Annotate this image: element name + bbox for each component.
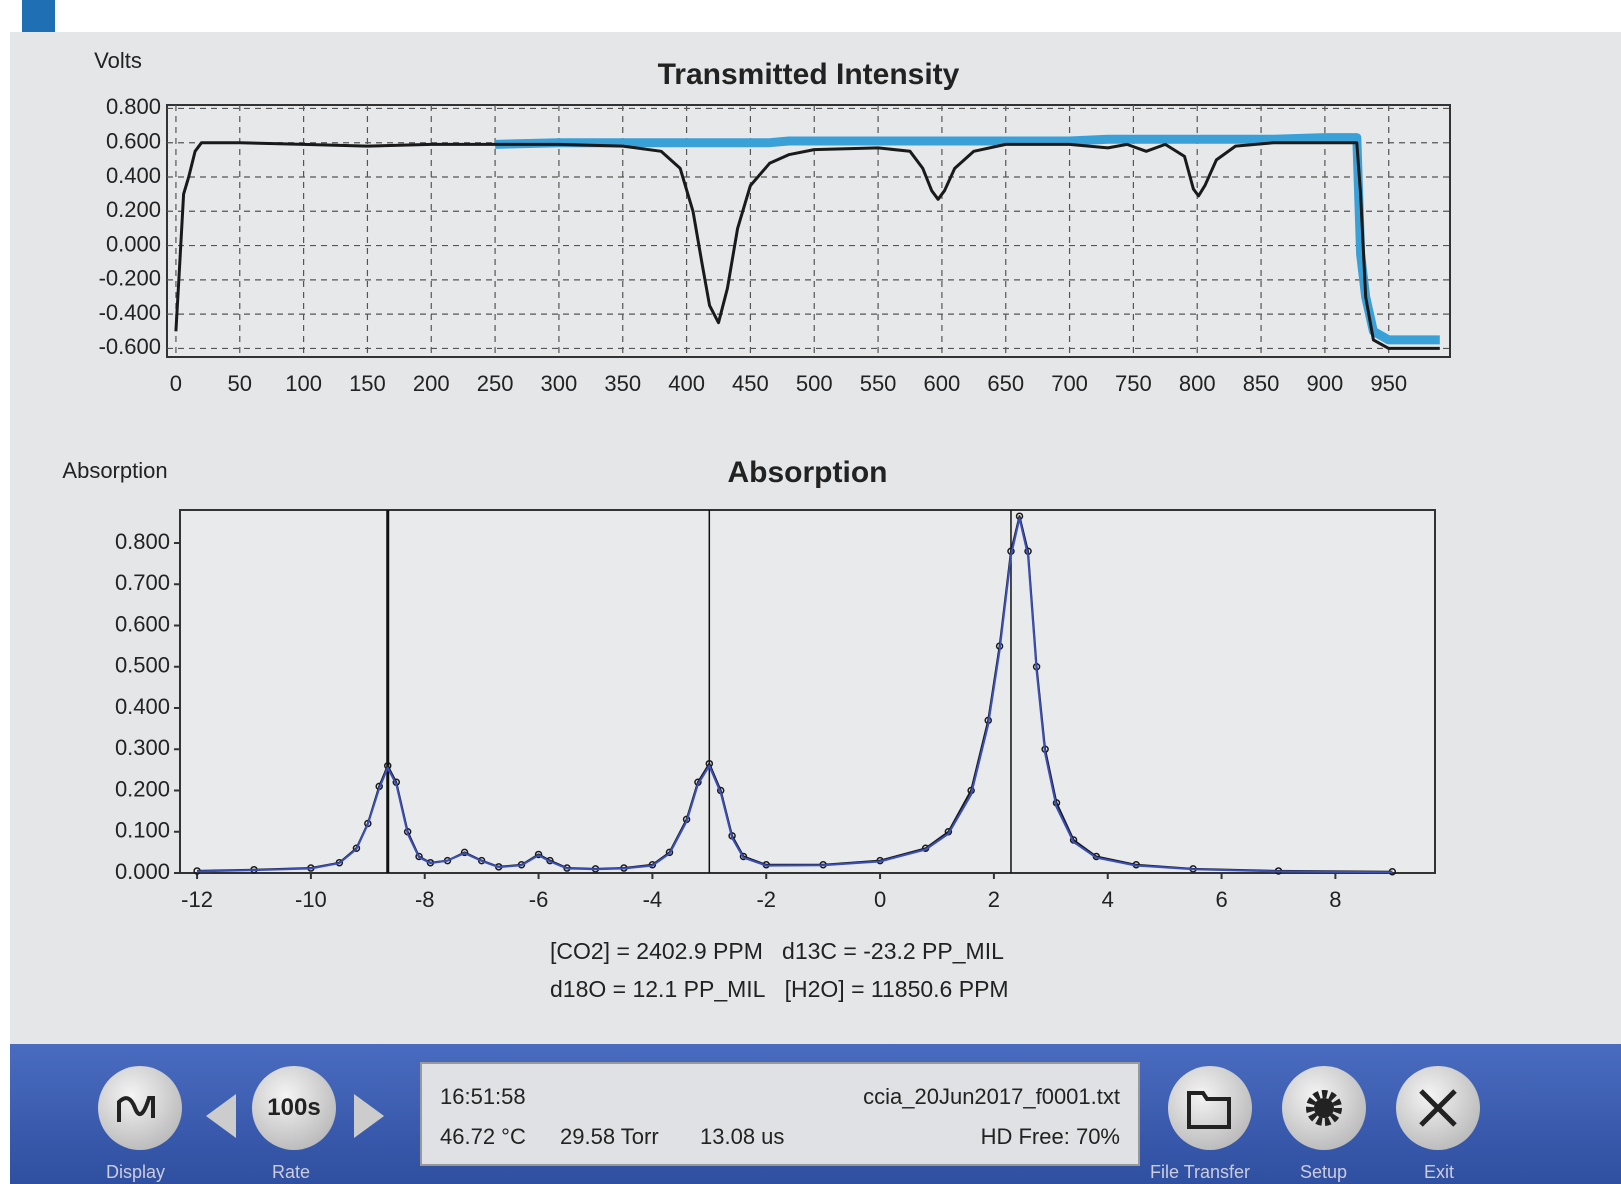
x-tick-label: 300 (541, 371, 578, 396)
display-icon (117, 1096, 155, 1122)
readout-line: [CO2] = 2402.9 PPM d13C = -23.2 PP_MIL (550, 932, 1009, 970)
rate-value: 100s (267, 1094, 321, 1121)
data-point (352, 844, 361, 852)
button-label: Setup (1300, 1162, 1348, 1182)
plot-area (179, 509, 1436, 874)
x-tick-label: 250 (477, 371, 514, 396)
x-tick-label: 450 (732, 371, 769, 396)
x-tick-label: 0 (170, 371, 182, 396)
x-tick-label: -10 (295, 887, 327, 912)
y-tick-label: 0.300 (115, 735, 170, 760)
rate-prev[interactable] (206, 1094, 236, 1138)
x-tick-label: 50 (228, 371, 252, 396)
x-tick-label: 600 (924, 371, 961, 396)
readout: [CO2] = 2402.9 PPM d13C = -23.2 PP_MIL d… (550, 932, 1009, 1008)
y-tick-label: 0.500 (115, 653, 170, 678)
readout-value: d13C = -23.2 PP_MIL (782, 938, 1004, 964)
x-tick-label: 2 (988, 887, 1000, 912)
y-tick-label: 0.400 (106, 163, 161, 188)
status-time: 16:51:58 (440, 1084, 526, 1109)
data-point (460, 848, 469, 857)
series-line (197, 517, 1393, 874)
exit-button[interactable] (1396, 1066, 1480, 1150)
data-point (739, 852, 748, 861)
y-tick-label: -0.600 (99, 334, 161, 359)
status-pressure: 29.58 Torr (560, 1124, 659, 1149)
y-tick-label: -0.200 (99, 266, 161, 291)
x-tick-label: 8 (1329, 887, 1341, 912)
status-panel: 16:51:58 ccia_20Jun2017_f0001.txt 46.72 … (420, 1062, 1140, 1166)
status-disk: HD Free: 70% (980, 1124, 1120, 1149)
readout-value: [H2O] = 11850.6 PPM (784, 976, 1009, 1002)
x-tick-label: 550 (860, 371, 897, 396)
y-tick-label: 0.400 (115, 694, 170, 719)
x-tick-label: 900 (1307, 371, 1344, 396)
y-tick-label: 0.200 (115, 776, 170, 801)
display-button[interactable] (98, 1066, 182, 1150)
x-tick-label: 100 (285, 371, 322, 396)
series-line (174, 141, 1440, 350)
button-label: File Transfer (1150, 1162, 1251, 1182)
x-tick-label: -8 (415, 887, 435, 912)
readout-line: d18O = 12.1 PP_MIL [H2O] = 11850.6 PPM (550, 970, 1009, 1008)
chart-title: Absorption (728, 456, 888, 489)
x-tick-label: 4 (1102, 887, 1114, 912)
button-label: Display (106, 1162, 166, 1182)
x-tick-label: 150 (349, 371, 386, 396)
x-tick-label: 200 (413, 371, 450, 396)
x-tick-label: -4 (643, 887, 663, 912)
x-tick-label: 6 (1215, 887, 1227, 912)
y-axis-label: Volts (94, 48, 142, 73)
folder-icon (1187, 1091, 1231, 1129)
status-temperature: 46.72 °C (440, 1124, 526, 1149)
readout-value: d18O = 12.1 PP_MIL (550, 976, 766, 1002)
x-tick-label: 400 (668, 371, 705, 396)
button-label: Rate (272, 1162, 311, 1182)
x-tick-label: 500 (796, 371, 833, 396)
y-tick-label: 0.200 (106, 197, 161, 222)
y-tick-label: -0.400 (99, 300, 161, 325)
x-tick-label: -6 (529, 887, 549, 912)
y-axis-label: Absorption (62, 458, 167, 483)
data-point (665, 848, 674, 857)
data-point (648, 861, 657, 869)
y-tick-label: 0.800 (115, 529, 170, 554)
file-transfer-button[interactable] (1168, 1066, 1252, 1150)
x-tick-label: -12 (181, 887, 213, 912)
x-tick-label: 700 (1051, 371, 1088, 396)
y-tick-label: 0.700 (115, 570, 170, 595)
gear-icon (1306, 1090, 1342, 1126)
chart-title: Transmitted Intensity (658, 58, 960, 91)
status-file: ccia_20Jun2017_f0001.txt (863, 1084, 1120, 1109)
rate-button[interactable]: 100s (252, 1066, 336, 1150)
y-tick-label: 0.000 (106, 231, 161, 256)
y-tick-label: 0.600 (106, 129, 161, 154)
x-tick-label: 950 (1370, 371, 1407, 396)
rate-next[interactable] (354, 1094, 384, 1138)
x-tick-label: 750 (1115, 371, 1152, 396)
series-line (494, 133, 1440, 345)
charts: Transmitted Intensity Volts -0.600 -0.400 -0… (62, 48, 1451, 912)
x-tick-label: 800 (1179, 371, 1216, 396)
x-tick-label: 0 (874, 887, 886, 912)
screen: Transmitted Intensity Volts -0.600 -0.400 -0… (10, 32, 1621, 1184)
x-tick-label: -2 (756, 887, 776, 912)
x-tick-label: 650 (987, 371, 1024, 396)
y-tick-label: 0.100 (115, 818, 170, 843)
y-tick-label: 0.000 (115, 859, 170, 884)
blue-tab (22, 0, 55, 32)
readout-value: [CO2] = 2402.9 PPM (550, 938, 763, 964)
x-tick-label: 850 (1243, 371, 1280, 396)
status-ringdown: 13.08 us (700, 1124, 785, 1149)
y-tick-label: 0.800 (106, 94, 161, 119)
data-point (415, 852, 423, 861)
exit-icon (1419, 1089, 1457, 1127)
x-tick-label: 350 (604, 371, 641, 396)
toolbar: 100s 16:51:58 ccia_20Jun2017_f0001.txt 4… (10, 1044, 1621, 1184)
button-label: Exit (1424, 1162, 1455, 1182)
setup-button[interactable] (1282, 1066, 1366, 1150)
data-point (534, 850, 543, 859)
y-tick-label: 0.600 (115, 611, 170, 636)
